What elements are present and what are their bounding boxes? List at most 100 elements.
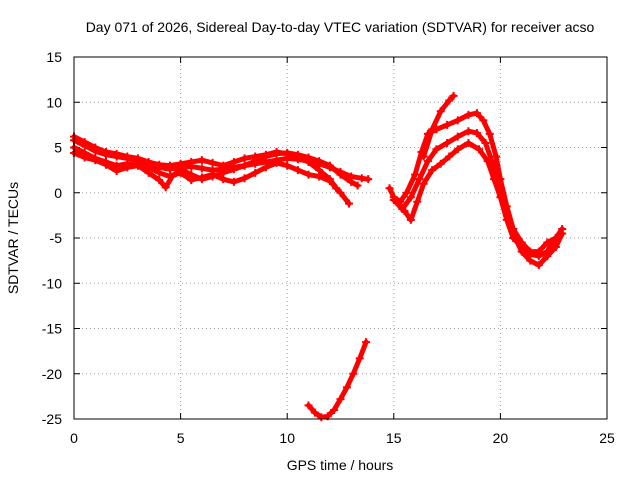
data-point — [432, 145, 441, 154]
data-point — [492, 152, 501, 161]
data-point — [91, 156, 100, 165]
data-point — [330, 405, 339, 414]
data-point — [91, 143, 100, 152]
data-point — [485, 129, 494, 138]
data-point — [197, 156, 206, 165]
data-point — [155, 160, 164, 169]
chart-title: Day 071 of 2026, Sidereal Day-to-day VTE… — [86, 19, 595, 35]
data-point — [197, 164, 206, 173]
y-tick-label: -10 — [42, 275, 62, 291]
data-point — [543, 238, 552, 247]
data-point — [481, 138, 490, 147]
data-point — [355, 354, 364, 363]
data-point — [251, 152, 260, 161]
data-point — [208, 158, 217, 167]
data-point — [293, 152, 302, 161]
data-point — [517, 243, 526, 252]
data-point — [293, 166, 302, 175]
data-point — [315, 172, 324, 181]
x-tick-label: 15 — [386, 430, 402, 446]
data-point — [123, 163, 132, 172]
data-point — [526, 250, 535, 259]
series-track-8 — [394, 138, 560, 261]
data-point — [261, 150, 270, 159]
data-point — [406, 215, 415, 224]
data-point — [101, 148, 110, 157]
data-point — [472, 129, 481, 138]
data-point — [445, 96, 454, 105]
data-point — [101, 160, 110, 169]
data-point — [133, 154, 142, 163]
data-point — [229, 157, 238, 166]
data-point — [304, 157, 313, 166]
data-point — [272, 148, 281, 157]
data-point — [197, 173, 206, 182]
data-point — [428, 125, 437, 134]
data-point — [219, 161, 228, 170]
data-point — [304, 401, 313, 410]
x-tick-label: 5 — [177, 430, 185, 446]
data-point — [315, 157, 324, 166]
y-tick-label: 10 — [46, 94, 62, 110]
data-point — [155, 168, 164, 177]
data-point — [165, 161, 174, 170]
data-point — [353, 181, 362, 190]
data-point — [453, 116, 462, 125]
data-point — [472, 109, 481, 118]
data-point — [479, 116, 488, 125]
data-point — [229, 165, 238, 174]
data-point — [445, 152, 454, 161]
data-point — [336, 188, 345, 197]
data-point — [551, 243, 560, 252]
data-point — [208, 170, 217, 179]
x-axis-label: GPS time / hours — [287, 457, 394, 473]
y-tick-label: -15 — [42, 321, 62, 337]
data-point — [112, 149, 121, 158]
data-point — [400, 206, 409, 215]
data-point — [187, 176, 196, 185]
data-point — [283, 161, 292, 170]
data-point — [509, 234, 518, 242]
data-point — [496, 193, 505, 202]
data-point — [261, 163, 270, 172]
data-point — [155, 176, 164, 185]
data-point — [251, 168, 260, 177]
data-point — [144, 163, 153, 172]
data-point — [336, 170, 345, 179]
data-point — [411, 170, 420, 179]
data-point — [161, 183, 170, 192]
data-point — [240, 174, 249, 183]
data-point — [419, 152, 428, 161]
data-point — [502, 215, 511, 224]
data-point — [413, 197, 422, 206]
data-point — [551, 234, 560, 242]
data-point — [123, 152, 132, 161]
y-tick-label: 0 — [54, 185, 62, 201]
data-point — [475, 145, 484, 154]
data-point — [240, 161, 249, 170]
data-point — [347, 177, 356, 186]
data-point — [272, 158, 281, 167]
data-point — [385, 184, 394, 193]
data-point — [176, 159, 185, 168]
series-trace — [306, 339, 369, 420]
axis-ticks: 0 5 10 15 20 25 -25 -20 -15 -10 -5 0 5 10 15 — [42, 49, 615, 446]
data-point — [362, 338, 371, 347]
data-point — [436, 107, 445, 116]
x-tick-label: 0 — [70, 430, 78, 446]
data-point — [342, 383, 351, 392]
data-point — [336, 395, 345, 404]
data-point — [453, 145, 462, 154]
data-point — [534, 261, 543, 270]
data-point — [80, 153, 89, 162]
grid-lines — [74, 57, 607, 419]
data-point — [449, 91, 458, 100]
data-point — [364, 175, 373, 184]
y-axis-label: SDTVAR / TECUs — [5, 182, 21, 294]
data-point — [464, 127, 473, 136]
data-point — [534, 252, 543, 261]
data-point — [80, 138, 89, 147]
series-track-5 — [304, 338, 371, 422]
data-point — [543, 247, 552, 256]
